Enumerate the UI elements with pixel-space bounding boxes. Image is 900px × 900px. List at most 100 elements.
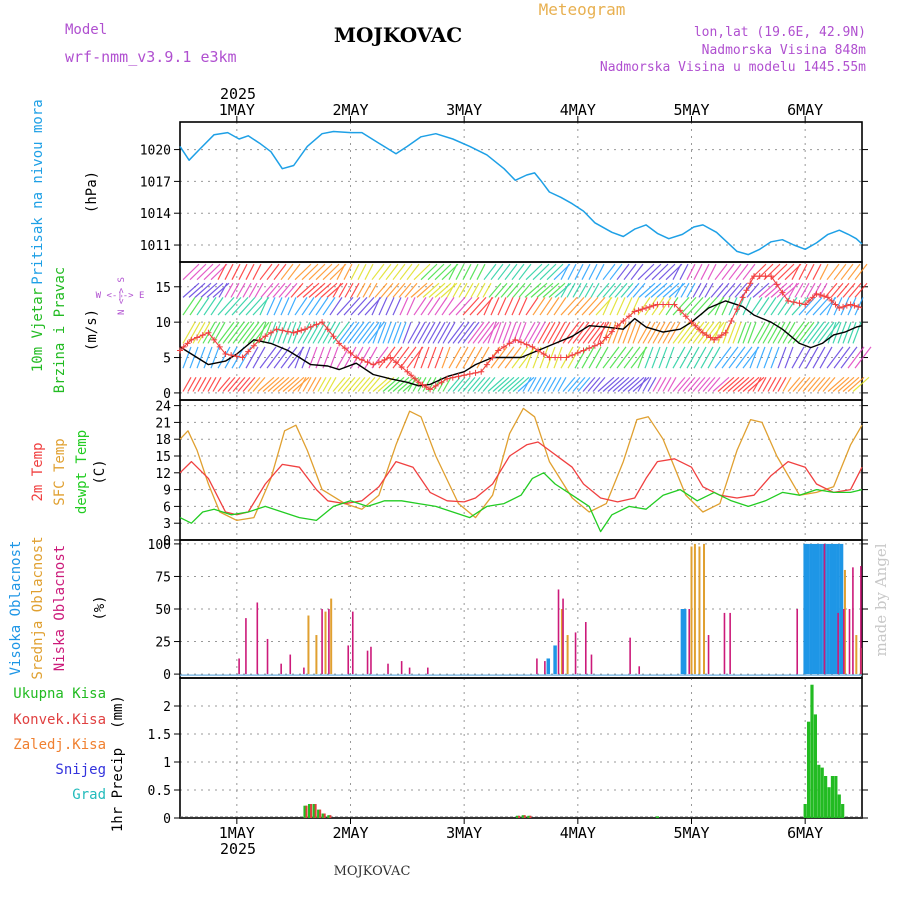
high-cloud-bar — [829, 543, 834, 675]
wind-barb — [787, 321, 805, 344]
wind-barb — [457, 376, 471, 392]
gust-marker — [438, 379, 445, 386]
wind-barb — [182, 297, 196, 316]
wind-barb — [647, 377, 657, 392]
wind-barb — [581, 346, 595, 369]
gust-marker — [427, 386, 434, 393]
wind-barb — [822, 376, 836, 392]
wind-barb — [612, 376, 630, 392]
wind-barb — [702, 321, 720, 344]
wind-barb — [248, 282, 258, 298]
wind-barb — [687, 321, 705, 344]
wind-barb — [364, 263, 374, 280]
wind-barb — [422, 321, 436, 344]
compass-we: W <-|-> E — [96, 291, 145, 301]
wind-barb — [762, 377, 772, 392]
wind-barb — [280, 346, 298, 369]
wind-barb — [352, 321, 370, 344]
gust-marker — [643, 305, 650, 311]
gust-marker — [419, 381, 426, 388]
wind-barb — [630, 297, 640, 316]
wind-barb — [742, 376, 760, 392]
mid-cloud-bar — [324, 611, 327, 675]
bottom-x-tick-label: 6MAY — [787, 824, 823, 842]
wind-barb — [819, 346, 833, 369]
wind-barb — [483, 297, 493, 316]
wind-barb — [602, 376, 620, 392]
wind-barb — [652, 377, 662, 392]
wind-barb — [667, 321, 681, 344]
wind-barb — [577, 376, 591, 392]
wind-barb — [800, 282, 810, 298]
precip-total-bar — [803, 804, 807, 818]
wind-barb — [608, 282, 622, 298]
footer-city: MOJKOVAC — [334, 864, 411, 879]
bottom-x-tick-label: 1MAY — [219, 824, 255, 842]
wind-barb — [350, 263, 360, 280]
wind-barb — [259, 346, 277, 369]
wind-barb — [847, 376, 865, 392]
wind-barb — [679, 296, 697, 316]
wind-barb — [574, 296, 592, 316]
precip-ylabel: 2 — [163, 700, 171, 715]
wind-barb — [196, 297, 210, 316]
wind-barb — [371, 297, 381, 316]
top-x-tick-label: 5MAY — [673, 101, 709, 119]
wind-barb — [406, 297, 416, 316]
wind-barb — [567, 296, 585, 316]
precip-unit: (mm) — [110, 695, 126, 729]
wind-barb — [203, 297, 217, 316]
wind-barb — [597, 376, 615, 392]
wind-barb — [247, 321, 265, 344]
gust-marker — [552, 354, 559, 361]
wind-barb — [721, 346, 739, 369]
gust-marker — [319, 319, 326, 326]
high-cloud-bar — [805, 543, 810, 675]
high-cloud-bar — [826, 543, 830, 675]
wind-barb — [392, 346, 410, 369]
gust-marker — [324, 326, 331, 333]
mid-cloud-bar — [690, 546, 693, 675]
low-cloud-bar — [688, 609, 691, 675]
wind-barb — [602, 263, 616, 281]
low-cloud-bar — [387, 663, 389, 675]
year-label-bottom: 2025 — [220, 840, 256, 858]
wind-barb — [772, 321, 786, 344]
wind-barb — [398, 282, 412, 298]
wind-barb — [469, 296, 487, 316]
wind-barb — [224, 282, 234, 298]
wind-barb — [609, 297, 619, 316]
wind-barb — [742, 297, 752, 316]
wind-barb — [770, 263, 788, 281]
wind-barb — [197, 377, 207, 392]
wind-barb — [652, 321, 666, 344]
wind-barb — [482, 282, 492, 298]
wind-barb — [737, 321, 747, 344]
gust-marker — [483, 361, 490, 368]
wind-barb — [812, 376, 826, 392]
wind-barb — [788, 282, 798, 298]
wind-barb — [357, 263, 367, 280]
wind-barb — [747, 321, 757, 344]
low-cloud-bar — [266, 638, 269, 675]
wind-barb — [805, 263, 815, 280]
pressure-frame — [179, 121, 863, 263]
gust-marker — [461, 372, 468, 379]
gust-marker — [262, 333, 269, 340]
wind-barb — [752, 321, 766, 344]
wind-barb — [196, 346, 206, 369]
gust-marker — [715, 334, 722, 341]
wind-barb — [202, 377, 212, 392]
wind-barb — [497, 321, 507, 344]
wind-barb — [367, 321, 385, 344]
low-cloud-bar — [536, 658, 538, 675]
gust-marker — [639, 306, 646, 313]
gust-marker — [747, 280, 754, 287]
gust-marker — [250, 342, 257, 349]
wind-barb — [231, 296, 249, 316]
gust-marker — [294, 328, 301, 335]
wind-barb — [542, 377, 552, 392]
gust-marker — [751, 273, 758, 280]
pressure-line — [179, 130, 863, 256]
